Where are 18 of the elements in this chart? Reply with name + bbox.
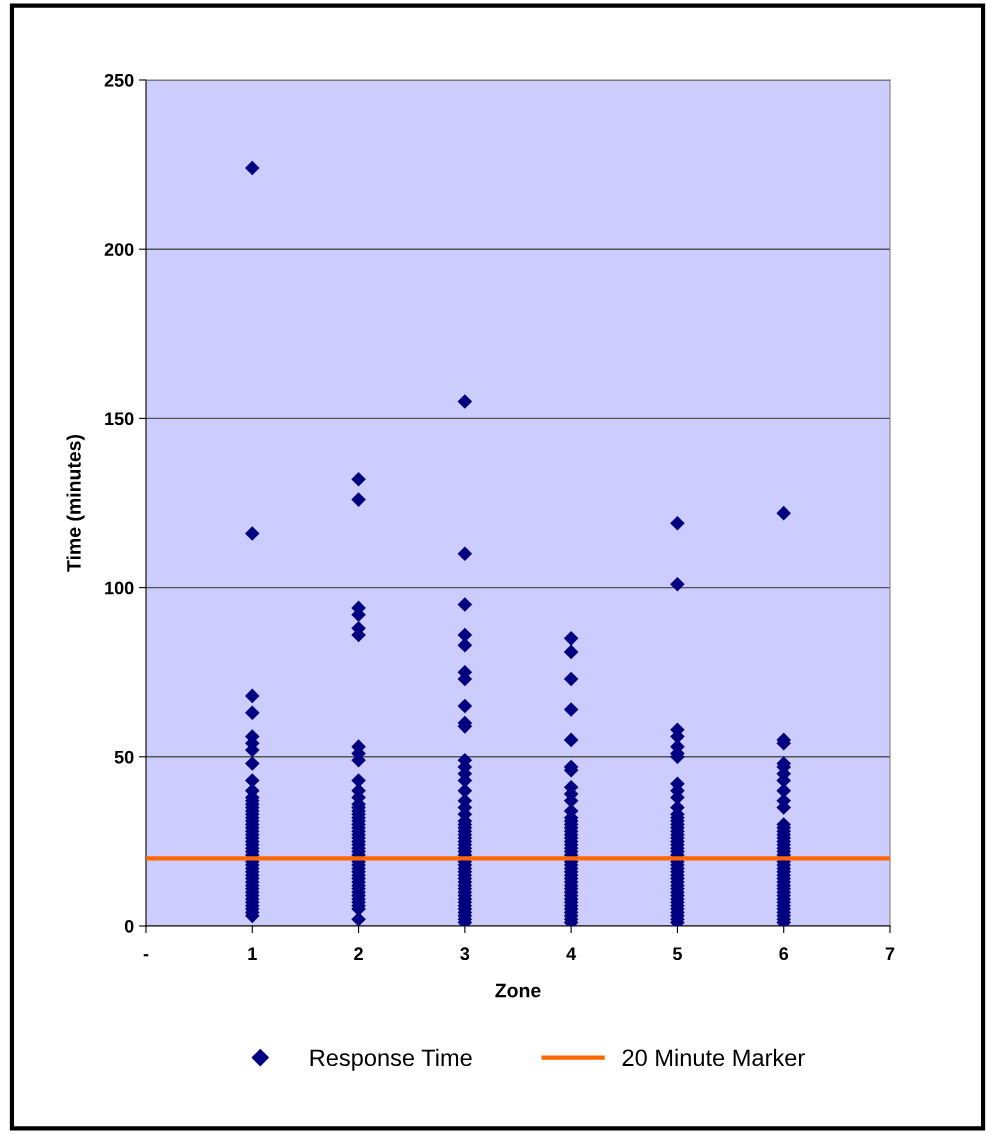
x-tick-label: 4 <box>566 947 577 960</box>
x-tick-label: 3 <box>460 947 470 961</box>
x-axis-title: Zone <box>495 983 541 998</box>
y-tick-label: 200 <box>104 243 134 256</box>
y-tick-label: 0 <box>124 919 134 933</box>
legend-label: 20 Minute Marker <box>622 1048 805 1067</box>
x-tick-label: 5 <box>672 947 682 961</box>
x-tick-label: 2 <box>354 947 363 960</box>
y-tick-label: 250 <box>104 73 134 87</box>
x-tick-label: 7 <box>885 947 895 960</box>
y-tick-label: 150 <box>105 412 134 426</box>
legend-label: Response Time <box>310 1048 472 1071</box>
y-tick-label: 100 <box>105 581 134 595</box>
y-axis-title: Time (minutes) <box>66 434 85 572</box>
x-tick-label: 1 <box>248 947 257 960</box>
x-tick-label: 6 <box>779 947 789 961</box>
x-tick-label: - <box>143 954 149 957</box>
y-tick-label: 50 <box>114 750 134 764</box>
